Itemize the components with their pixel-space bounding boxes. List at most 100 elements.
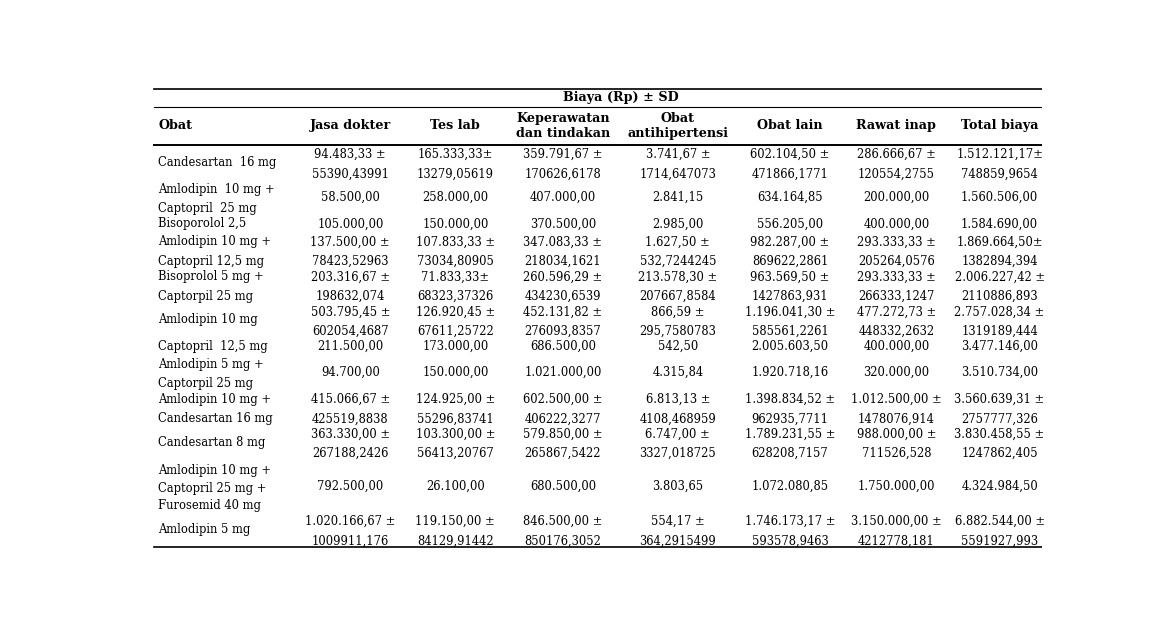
Text: 165.333,33±: 165.333,33± [418,148,493,161]
Text: 119.150,00 ±: 119.150,00 ± [416,515,496,528]
Text: Tes lab: Tes lab [431,120,481,132]
Text: 67611,25722: 67611,25722 [417,325,493,338]
Text: 4108,468959: 4108,468959 [639,412,716,426]
Text: 5591927,993: 5591927,993 [961,535,1038,548]
Text: 556.205,00: 556.205,00 [757,217,823,231]
Text: 267188,2426: 267188,2426 [312,447,388,460]
Text: 78423,52963: 78423,52963 [312,255,389,268]
Text: 363.330,00 ±: 363.330,00 ± [310,427,390,440]
Text: 477.272,73 ±: 477.272,73 ± [857,305,936,318]
Text: 1427863,931: 1427863,931 [752,290,828,303]
Text: 869622,2861: 869622,2861 [752,255,828,268]
Text: 962935,7711: 962935,7711 [752,412,828,426]
Text: 602054,4687: 602054,4687 [312,325,389,338]
Text: 415.066,67 ±: 415.066,67 ± [310,392,390,406]
Text: 6.882.544,00 ±: 6.882.544,00 ± [954,515,1045,528]
Text: 452.131,82 ±: 452.131,82 ± [523,305,602,318]
Text: 320.000,00: 320.000,00 [864,366,930,379]
Text: 293.333,33 ±: 293.333,33 ± [857,235,936,249]
Text: Captopril 12,5 mg: Captopril 12,5 mg [159,255,264,268]
Text: 150.000,00: 150.000,00 [422,217,489,231]
Text: Total biaya: Total biaya [961,120,1039,132]
Text: 276093,8357: 276093,8357 [525,325,601,338]
Text: 425519,8838: 425519,8838 [312,412,389,426]
Text: Amlodipin 10 mg: Amlodipin 10 mg [159,313,258,326]
Text: 213.578,30 ±: 213.578,30 ± [638,270,718,283]
Text: 866,59 ±: 866,59 ± [651,305,704,318]
Text: Rawat inap: Rawat inap [857,120,937,132]
Text: 3.150.000,00 ±: 3.150.000,00 ± [851,515,941,528]
Text: Candesartan 16 mg: Candesartan 16 mg [159,412,273,426]
Text: 1478076,914: 1478076,914 [858,412,935,426]
Text: 846.500,00 ±: 846.500,00 ± [523,515,602,528]
Text: 286.666,67 ±: 286.666,67 ± [857,148,936,161]
Text: 542,50: 542,50 [658,340,698,353]
Text: 58.500,00: 58.500,00 [321,191,380,204]
Text: 6.813,13 ±: 6.813,13 ± [646,392,710,406]
Text: 73034,80905: 73034,80905 [417,255,493,268]
Text: Obat: Obat [159,120,192,132]
Text: 198632,074: 198632,074 [316,290,384,303]
Text: 211.500,00: 211.500,00 [317,340,383,353]
Text: 1.020.166,67 ±: 1.020.166,67 ± [305,515,395,528]
Text: 218034,1621: 218034,1621 [525,255,601,268]
Text: Bisoporolol 2,5: Bisoporolol 2,5 [159,217,247,231]
Text: 400.000,00: 400.000,00 [863,217,930,231]
Text: 503.795,45 ±: 503.795,45 ± [310,305,390,318]
Text: 471866,1771: 471866,1771 [752,168,828,181]
Text: 554,17 ±: 554,17 ± [651,515,705,528]
Text: 434230,6539: 434230,6539 [525,290,601,303]
Text: 1.584.690,00: 1.584.690,00 [961,217,1038,231]
Text: 2.006.227,42 ±: 2.006.227,42 ± [954,270,1045,283]
Text: 1319189,444: 1319189,444 [961,325,1038,338]
Text: 1.398.834,52 ±: 1.398.834,52 ± [745,392,835,406]
Text: 107.833,33 ±: 107.833,33 ± [416,235,494,249]
Text: 585561,2261: 585561,2261 [752,325,828,338]
Text: 258.000,00: 258.000,00 [423,191,489,204]
Text: 1009911,176: 1009911,176 [312,535,389,548]
Text: 988.000,00 ±: 988.000,00 ± [857,427,936,440]
Text: 628208,7157: 628208,7157 [752,447,828,460]
Text: 56413,20767: 56413,20767 [417,447,493,460]
Text: Candesartan 8 mg: Candesartan 8 mg [159,436,265,449]
Text: 686.500,00: 686.500,00 [530,340,596,353]
Text: 602.104,50 ±: 602.104,50 ± [750,148,829,161]
Text: 260.596,29 ±: 260.596,29 ± [523,270,602,283]
Text: 103.300,00 ±: 103.300,00 ± [416,427,494,440]
Text: Biaya (Rp) ± SD: Biaya (Rp) ± SD [563,92,679,105]
Text: 203.316,67 ±: 203.316,67 ± [310,270,390,283]
Text: 532,7244245: 532,7244245 [639,255,716,268]
Text: Jasa dokter: Jasa dokter [309,120,391,132]
Text: 1.789.231,55 ±: 1.789.231,55 ± [745,427,835,440]
Text: 26.100,00: 26.100,00 [426,480,485,493]
Text: 84129,91442: 84129,91442 [417,535,493,548]
Text: 347.083,33 ±: 347.083,33 ± [523,235,602,249]
Text: 1.746.173,17 ±: 1.746.173,17 ± [745,515,835,528]
Text: 711526,528: 711526,528 [862,447,931,460]
Text: 1.560.506,00: 1.560.506,00 [961,191,1039,204]
Text: 207667,8584: 207667,8584 [639,290,716,303]
Text: Amlodipin 10 mg +: Amlodipin 10 mg + [159,235,271,249]
Text: 55296,83741: 55296,83741 [417,412,493,426]
Text: Captopril  25 mg: Captopril 25 mg [159,202,257,216]
Text: Amlodipin 10 mg +: Amlodipin 10 mg + [159,392,271,406]
Text: 406222,3277: 406222,3277 [525,412,601,426]
Text: 1.196.041,30 ±: 1.196.041,30 ± [745,305,835,318]
Text: 2110886,893: 2110886,893 [961,290,1038,303]
Text: 266333,1247: 266333,1247 [858,290,935,303]
Text: Amlodipin  10 mg +: Amlodipin 10 mg + [159,183,274,196]
Text: 1247862,405: 1247862,405 [961,447,1038,460]
Text: 359.791,67 ±: 359.791,67 ± [523,148,602,161]
Text: 3.741,67 ±: 3.741,67 ± [645,148,710,161]
Text: 200.000,00: 200.000,00 [863,191,930,204]
Text: 1.920.718,16: 1.920.718,16 [752,366,829,379]
Text: Captorpil 25 mg: Captorpil 25 mg [159,290,254,303]
Text: 71.833,33±: 71.833,33± [422,270,490,283]
Text: 1.512.121,17±: 1.512.121,17± [957,148,1043,161]
Text: Captopril 25 mg +: Captopril 25 mg + [159,482,266,495]
Text: 105.000,00: 105.000,00 [317,217,383,231]
Text: 295,7580783: 295,7580783 [639,325,717,338]
Text: 407.000,00: 407.000,00 [530,191,596,204]
Text: 126.920,45 ±: 126.920,45 ± [416,305,494,318]
Text: 2.985,00: 2.985,00 [652,217,704,231]
